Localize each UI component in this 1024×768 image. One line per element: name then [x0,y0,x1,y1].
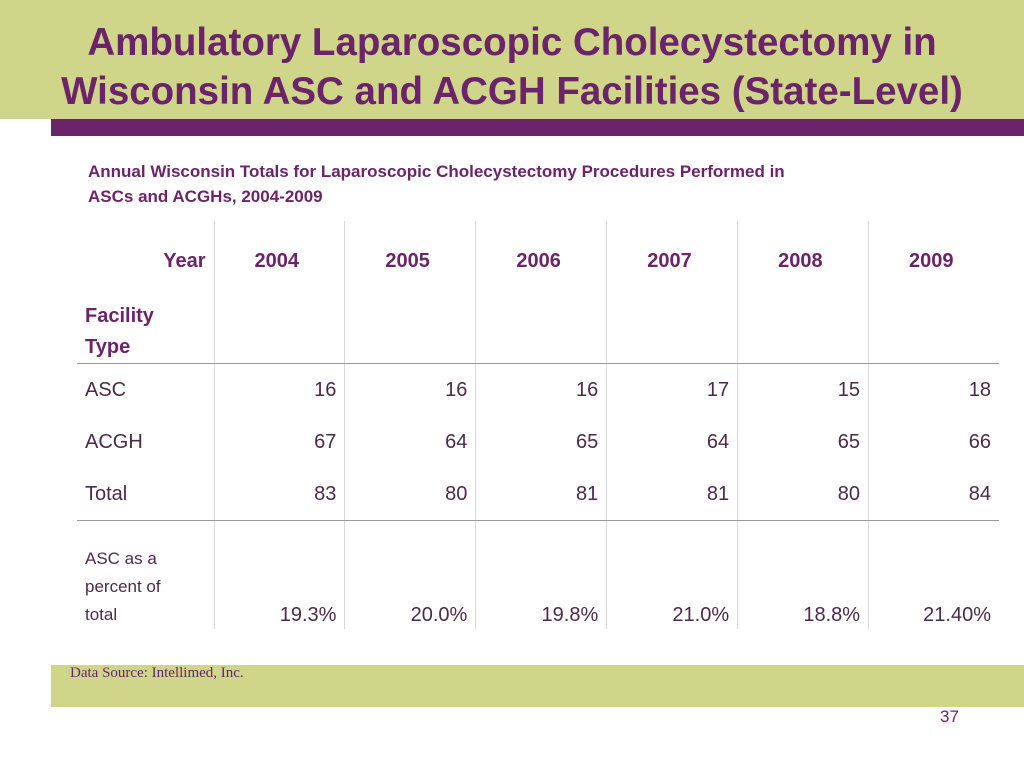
asc-percent-label-line-1: ASC as a [85,549,157,568]
facility-type-header: Facility Type [77,301,215,364]
year-2008: 2008 [737,221,869,301]
table-cell: 64 [344,416,476,468]
page-number: 37 [940,707,959,726]
procedures-table: Year 2004 2005 2006 2007 2008 2009 Facil… [77,221,999,629]
slide-title: Ambulatory Laparoscopic Cholecystectomy … [0,18,1024,116]
table-cell: 83 [213,468,345,521]
table-cell: 21.40% [868,520,999,629]
table-cell: 65 [737,416,869,468]
table-cell: 16 [475,363,607,416]
table-cell: 20.0% [344,520,476,629]
row-label-asc-percent: ASC as a percent of total [77,521,214,630]
table-cell: 19.8% [475,520,607,629]
table-cell: 18 [868,363,999,416]
table-cell: 84 [868,468,999,521]
facility-type-line-1: Facility [85,305,154,327]
table-cell: 80 [737,468,869,521]
table-cell: 16 [213,363,345,416]
table-cell: 65 [475,416,607,468]
table-cell: 67 [213,416,345,468]
table-cell: 18.8% [737,520,869,629]
table-cell: 64 [606,416,738,468]
year-2009: 2009 [868,221,999,301]
row-label-total: Total [77,468,215,521]
facility-type-line-2: Type [85,336,131,358]
year-2006: 2006 [475,221,607,301]
table-caption-line-2: ASCs and ACGHs, 2004-2009 [88,187,323,206]
table-cell: 81 [606,468,738,521]
year-header-row: Year 2004 2005 2006 2007 2008 2009 [77,221,999,301]
asc-percent-label-line-3: total [85,605,118,624]
slide-title-line-1: Ambulatory Laparoscopic Cholecystectomy … [87,21,937,64]
title-band [0,0,1024,119]
asc-percent-label-line-2: percent of [85,577,161,596]
table-cell: 19.3% [213,520,345,629]
year-2005: 2005 [344,221,476,301]
table-row-acgh: ACGH 67 64 65 64 65 66 [77,416,999,468]
row-label-asc: ASC [85,378,127,401]
data-source-note: Data Source: Intellimed, Inc. [70,665,244,681]
table-cell: 16 [344,363,476,416]
table-row-asc: ASC 16 16 16 17 15 18 [77,363,999,416]
slide-title-line-2: Wisconsin ASC and ACGH Facilities (State… [61,70,963,113]
year-2004: 2004 [213,221,345,301]
year-2007: 2007 [606,221,738,301]
facility-type-row: Facility Type [77,301,999,364]
table-cell: 81 [475,468,607,521]
table-cell: 17 [606,363,738,416]
table-cell: 21.0% [606,520,738,629]
source-band [51,665,1024,707]
table-row-total: Total 83 80 81 81 80 84 [77,468,999,521]
table-cell: 66 [868,416,999,468]
year-header: Year [163,249,206,272]
table-cell: 15 [737,363,869,416]
table-cell: 80 [344,468,476,521]
table-caption: Annual Wisconsin Totals for Laparoscopic… [88,159,918,209]
table-row-asc-percent: ASC as a percent of total 19.3% 20.0% 19… [77,520,999,630]
accent-bar [51,119,1024,136]
row-label-acgh: ACGH [85,430,143,453]
table-caption-line-1: Annual Wisconsin Totals for Laparoscopic… [88,162,785,181]
